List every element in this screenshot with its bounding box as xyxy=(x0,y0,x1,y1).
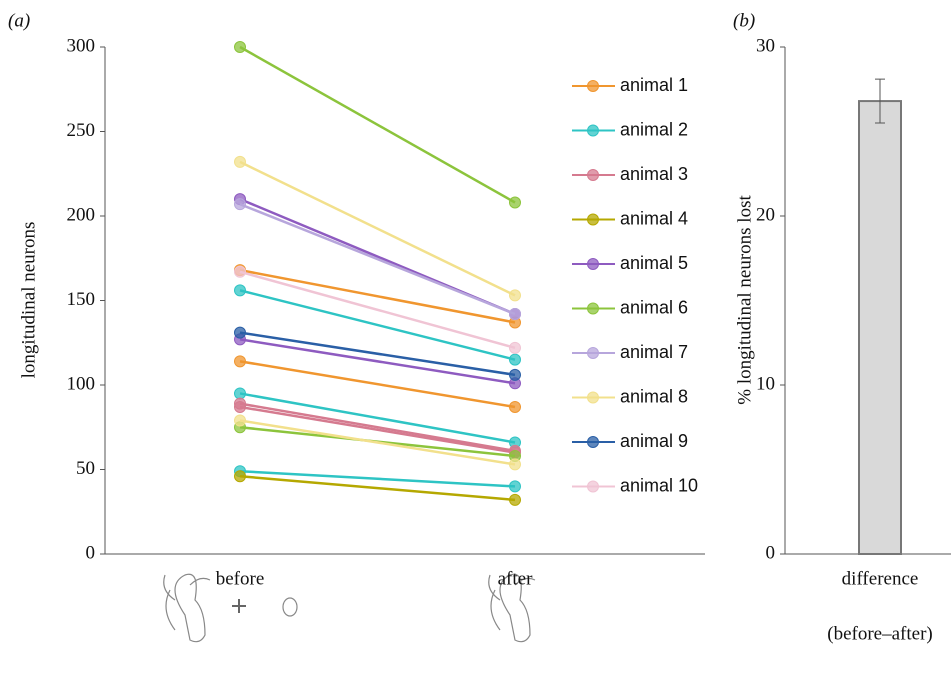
legend-marker xyxy=(587,169,599,181)
legend-label: animal 2 xyxy=(620,119,688,139)
legend-marker xyxy=(587,302,599,315)
y-tick-label: 50 xyxy=(76,458,95,479)
data-point xyxy=(234,326,246,339)
data-point xyxy=(509,368,521,381)
legend-marker xyxy=(587,347,599,359)
y-tick-label: 300 xyxy=(67,35,96,56)
data-point xyxy=(509,308,521,321)
data-line xyxy=(239,203,516,316)
worm-icons xyxy=(163,573,536,643)
data-line xyxy=(239,469,516,488)
legend-marker xyxy=(587,80,599,92)
data-point xyxy=(509,480,521,493)
data-line xyxy=(239,405,516,454)
legend-label: animal 8 xyxy=(620,386,688,406)
legend-marker xyxy=(587,436,599,448)
legend-label: animal 7 xyxy=(620,342,688,362)
data-line xyxy=(239,160,516,297)
error-bar xyxy=(875,78,885,124)
legend-label: animal 9 xyxy=(620,431,688,451)
data-point xyxy=(234,265,246,278)
legend-label: animal 1 xyxy=(620,75,688,95)
data-line xyxy=(239,338,516,385)
data-point xyxy=(234,198,246,211)
data-line xyxy=(239,270,516,350)
data-point xyxy=(234,400,246,413)
y-tick-label: 200 xyxy=(67,204,96,225)
y-tick-label: 150 xyxy=(67,289,96,310)
data-line xyxy=(239,331,516,377)
data-point xyxy=(234,41,246,53)
fragment-icon xyxy=(282,597,298,617)
data-point xyxy=(509,458,521,471)
data-line xyxy=(239,402,516,453)
data-point xyxy=(509,289,521,302)
y-tick-label: 20 xyxy=(756,204,775,225)
y-tick-label: 100 xyxy=(67,373,96,394)
data-point xyxy=(509,196,521,209)
data-point xyxy=(234,155,246,168)
data-point xyxy=(234,470,246,483)
data-point xyxy=(234,414,246,427)
data-line xyxy=(239,268,516,324)
data-point xyxy=(234,387,246,400)
data-point xyxy=(509,493,521,506)
panel-label: (b) xyxy=(733,10,755,31)
x-tick-label: before xyxy=(216,568,265,589)
x-tick-label: after xyxy=(498,568,533,589)
data-line xyxy=(239,289,516,361)
legend-marker xyxy=(587,258,599,270)
legend-label: animal 10 xyxy=(620,475,698,495)
data-point xyxy=(509,400,521,413)
data-line xyxy=(239,392,516,444)
y-axis-label: % longitudinal neurons lost xyxy=(734,195,755,405)
legend-label: animal 4 xyxy=(620,208,688,228)
legend-label: animal 3 xyxy=(620,164,688,184)
legend-label: animal 5 xyxy=(620,253,688,273)
y-tick-label: 250 xyxy=(67,120,96,141)
data-line xyxy=(239,475,516,502)
data-line xyxy=(239,45,516,204)
legend-label: animal 6 xyxy=(620,297,688,317)
y-axis-label: longitudinal neurons xyxy=(18,222,39,379)
y-tick-label: 0 xyxy=(86,542,96,563)
data-point xyxy=(234,284,246,297)
data-point xyxy=(234,355,246,368)
bar xyxy=(858,100,902,556)
legend-marker xyxy=(587,124,599,137)
data-point xyxy=(509,341,521,354)
x-axis-label: (before–after) xyxy=(827,623,932,644)
legend-marker xyxy=(587,480,599,493)
y-tick-label: 0 xyxy=(766,542,776,563)
plus-sign xyxy=(232,599,246,613)
legend-marker xyxy=(587,391,599,404)
y-tick-label: 30 xyxy=(756,35,775,56)
worm-icon xyxy=(163,573,211,643)
legend-marker xyxy=(587,213,599,226)
data-line xyxy=(239,360,516,409)
data-line xyxy=(239,419,516,466)
x-tick-label: difference xyxy=(842,568,919,589)
worm-icon xyxy=(488,573,536,643)
data-point xyxy=(509,353,521,366)
y-tick-label: 10 xyxy=(756,373,775,394)
panel-label: (a) xyxy=(8,10,30,31)
